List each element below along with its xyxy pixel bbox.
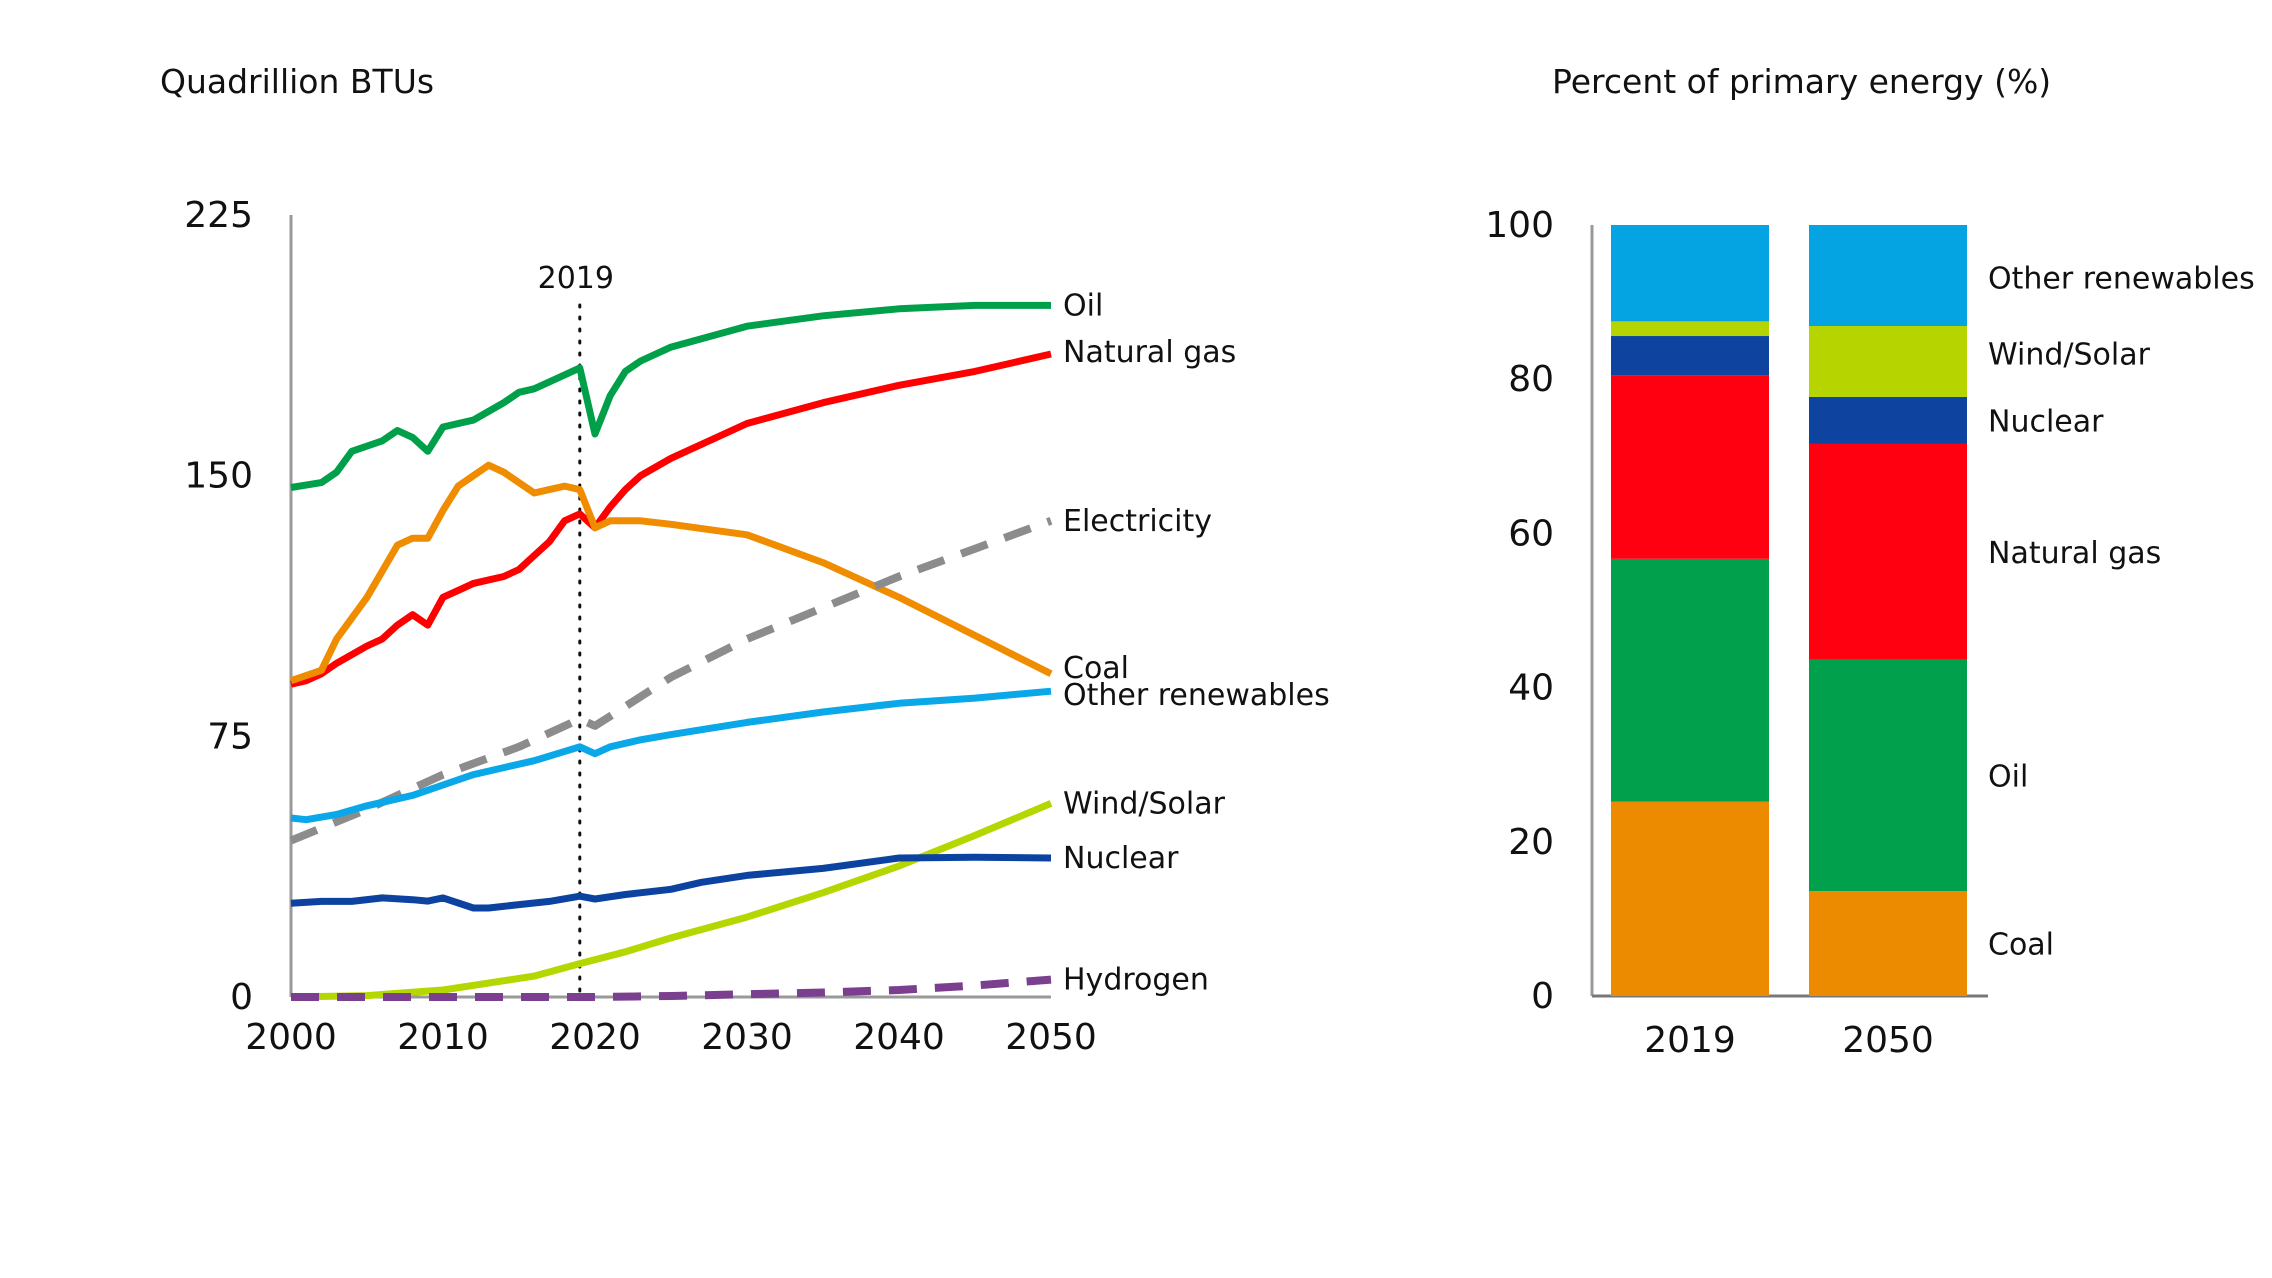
reference-line-label: 2019 [538,261,614,296]
series-label: Hydrogen [1063,963,1209,998]
series-line-oil [290,301,1051,491]
series-line-electricity [289,517,1053,845]
bar-segment-other-renewables-2050 [1809,225,1967,327]
y-tick-label: 0 [230,977,253,1018]
legend-label: Oil [1988,759,2028,794]
legend-label: Coal [1988,928,2054,963]
bar-segment-nuclear-2050 [1809,396,1967,444]
line-chart-title: Quadrillion BTUs [160,62,435,101]
y-tick-label: 225 [184,195,253,236]
legend-label: Other renewables [1988,262,2255,297]
bar-segment-oil-2019 [1611,558,1769,802]
y-tick-label: 80 [1508,359,1554,400]
bar-segment-nuclear-2019 [1611,336,1769,376]
y-tick-label: 0 [1531,976,1554,1017]
x-tick-label: 2019 [1644,1020,1736,1061]
x-tick-label: 2000 [245,1017,337,1058]
stacked-bar-chart: 0 20 40 60 80 100 2019 2050 Coal Oil Natural gas Nu… [1485,205,2254,1061]
line-chart: 0 75 150 225 2000 2010 2020 2030 2040 2050 2019 Oil… [184,195,1329,1058]
bar-segment-wind-solar-2019 [1611,321,1769,337]
bar-segment-coal-2019 [1611,801,1769,996]
y-tick-label: 20 [1508,822,1554,863]
x-tick-label: 2040 [853,1017,945,1058]
x-tick-label: 2050 [1842,1020,1934,1061]
series-line-natural-gas [290,350,1052,688]
y-tick-label: 100 [1485,205,1554,246]
bar-segment-natural-gas-2019 [1611,375,1769,559]
x-tick-label: 2020 [549,1017,641,1058]
series-line-nuclear [290,853,1052,912]
y-tick-label: 60 [1508,513,1554,554]
legend-label: Wind/Solar [1988,337,2151,372]
series-line-coal [289,461,1053,685]
series-line-other-renewables [290,687,1052,824]
series-label: Oil [1063,288,1103,323]
bar-segment-wind-solar-2050 [1809,326,1967,397]
bar-segment-natural-gas-2050 [1809,443,1967,660]
series-label: Wind/Solar [1063,786,1226,821]
x-tick-label: 2010 [397,1017,489,1058]
series-label: Nuclear [1063,841,1179,876]
legend-label: Natural gas [1988,536,2161,571]
bar-segment-coal-2050 [1809,891,1967,996]
bar-segment-other-renewables-2019 [1611,225,1769,322]
bar-segment-oil-2050 [1809,659,1967,892]
series-label: Other renewables [1063,678,1330,713]
series-label: Coal [1063,651,1129,686]
x-tick-label: 2030 [701,1017,793,1058]
series-label: Electricity [1063,504,1212,539]
y-tick-label: 150 [184,456,253,497]
x-tick-label: 2050 [1005,1017,1097,1058]
y-tick-label: 40 [1508,668,1554,709]
series-line-hydrogen [291,975,1052,1001]
legend-label: Nuclear [1988,404,2104,439]
series-line-wind-solar [290,800,1053,1001]
bar-chart-title: Percent of primary energy (%) [1552,62,2052,101]
series-label: Natural gas [1063,335,1236,370]
y-tick-label: 75 [207,716,253,757]
